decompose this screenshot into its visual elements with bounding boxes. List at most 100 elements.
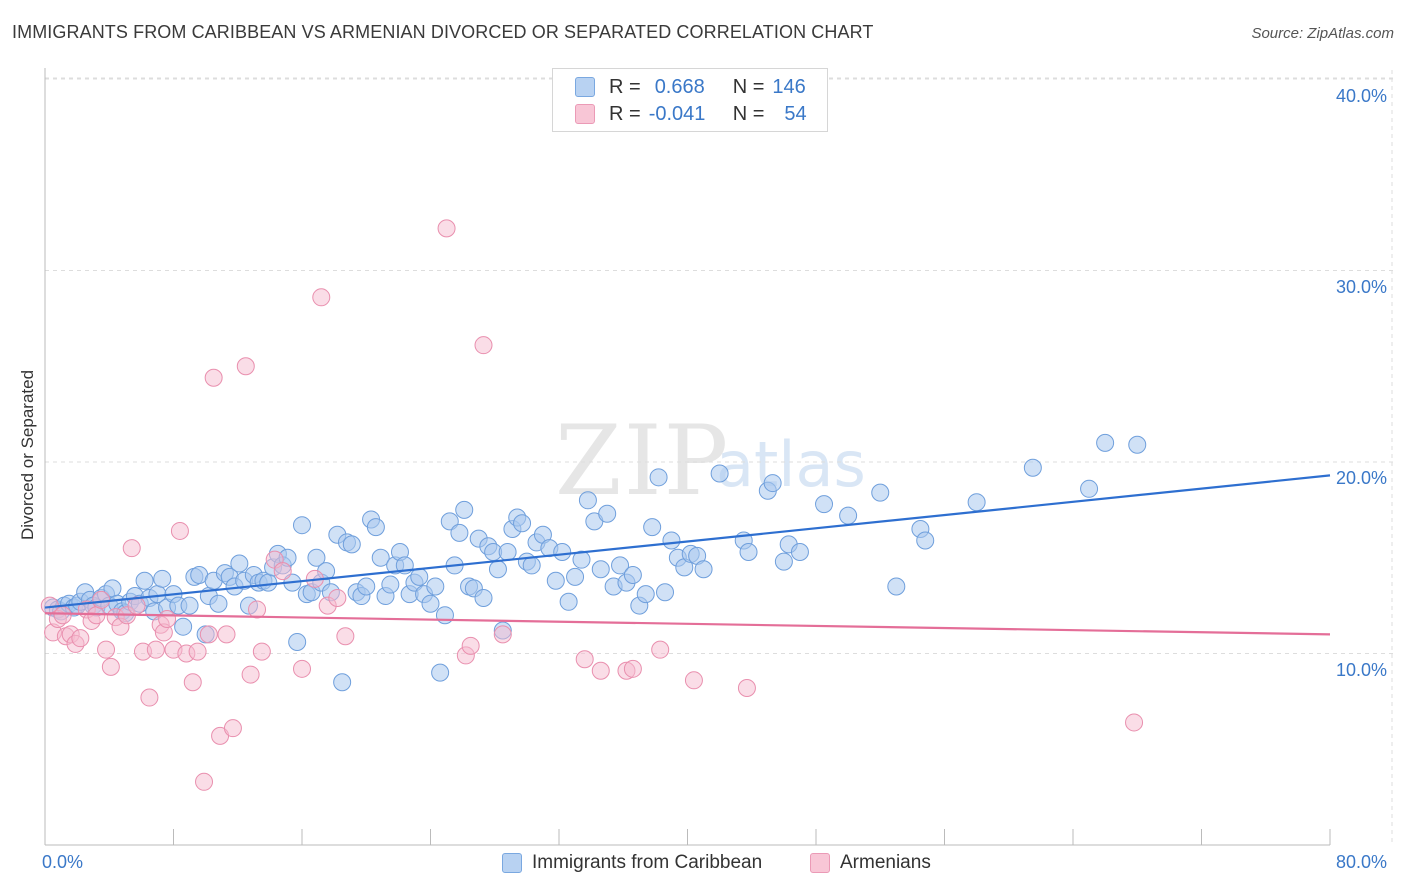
data-point-armenians [97,640,116,659]
data-point-armenians [92,590,111,609]
data-point-caribbean [774,552,793,571]
data-point-armenians [684,671,703,690]
watermark-atlas: atlas [716,428,866,501]
data-point-caribbean [643,518,662,537]
data-point-caribbean [790,543,809,562]
data-point-caribbean [435,606,454,625]
data-point-caribbean [450,523,469,542]
legend-swatch-pink [575,104,595,124]
data-point-caribbean [662,531,681,550]
stats-legend: R = 0.668 N = 146 R = -0.041 N = 54 [552,68,828,132]
data-point-caribbean [649,468,668,487]
bottom-swatch-blue [502,853,522,873]
data-point-caribbean [366,518,385,537]
data-point-armenians [493,625,512,644]
data-point-caribbean [572,550,591,569]
data-point-armenians [474,336,493,355]
data-point-armenians [204,368,223,387]
grid-lines [45,70,1395,845]
data-point-armenians [146,640,165,659]
data-point-caribbean [410,567,429,586]
data-point-caribbean [371,548,390,567]
data-point-caribbean [488,560,507,579]
data-point-caribbean [656,583,675,602]
data-point-armenians [1125,713,1144,732]
data-point-armenians [248,600,267,619]
data-point-caribbean [426,577,445,596]
legend-n-value: 146 [772,75,806,98]
data-point-caribbean [967,493,986,512]
data-point-caribbean [431,663,450,682]
x-tick-min: 0.0% [42,852,84,872]
data-point-caribbean [1023,458,1042,477]
data-point-armenians [252,642,271,661]
data-point-caribbean [916,531,935,550]
data-point-caribbean [887,577,906,596]
data-point-armenians [651,640,670,659]
y-tick-20: 20.0% [1336,468,1388,488]
bottom-legend-armenians: Armenians [810,852,931,874]
data-point-armenians [328,588,347,607]
y-axis-label: Divorced or Separated [18,369,37,541]
data-point-armenians [158,610,177,629]
data-point-caribbean [710,464,729,483]
data-point-caribbean [546,571,565,590]
data-point-caribbean [293,516,311,535]
data-point-caribbean [498,543,517,562]
data-point-armenians [312,288,331,307]
data-point-armenians [195,772,214,791]
data-point-caribbean [342,535,361,554]
data-point-armenians [236,357,255,376]
bottom-legend-caribbean: Immigrants from Caribbean [502,852,762,874]
series-caribbean-points [44,433,1147,692]
data-point-caribbean [357,577,376,596]
data-point-caribbean [307,548,326,567]
data-point-armenians [737,678,756,697]
data-point-caribbean [559,592,578,611]
legend-n-label: N = [732,102,765,125]
data-point-caribbean [381,575,400,594]
data-point-caribbean [522,556,541,575]
source-label: Source: ZipAtlas.com [1251,25,1394,42]
data-point-caribbean [636,585,655,604]
data-point-armenians [140,688,159,707]
data-point-armenians [336,627,355,646]
y-tick-40: 40.0% [1336,86,1388,106]
data-point-armenians [122,539,141,558]
trend-line-caribbean [44,474,1331,609]
data-point-caribbean [839,506,858,525]
data-point-caribbean [421,594,440,613]
data-point-armenians [188,642,207,661]
data-point-armenians [591,661,610,680]
legend-r-label: R = [609,75,641,98]
bottom-swatch-pink [810,853,830,873]
data-point-caribbean [474,588,493,607]
bottom-legend-label: Immigrants from Caribbean [532,852,763,873]
y-tick-10: 10.0% [1336,660,1388,680]
data-point-caribbean [739,543,758,562]
axes [44,68,1331,846]
data-point-armenians [170,521,189,540]
data-point-caribbean [135,571,154,590]
data-point-armenians [53,606,72,625]
data-point-armenians [273,562,292,581]
data-point-armenians [101,657,120,676]
data-point-caribbean [578,491,597,510]
data-point-caribbean [230,554,249,573]
data-point-caribbean [611,556,630,575]
data-point-caribbean [553,543,572,562]
data-point-armenians [223,719,242,738]
y-tick-30: 30.0% [1336,277,1388,297]
trend-lines [44,474,1331,636]
x-tick-max: 80.0% [1336,852,1388,872]
legend-row-caribbean: R = 0.668 N = 146 [575,74,806,100]
data-point-armenians [293,659,311,678]
trend-line-armenians [44,612,1331,636]
data-point-armenians [461,636,480,655]
legend-r-label: R = [609,102,641,125]
legend-row-armenians: R = -0.041 N = 54 [575,101,807,127]
data-point-caribbean [174,617,193,636]
chart-title: IMMIGRANTS FROM CARIBBEAN VS ARMENIAN DI… [12,22,874,42]
data-point-armenians [217,625,236,644]
